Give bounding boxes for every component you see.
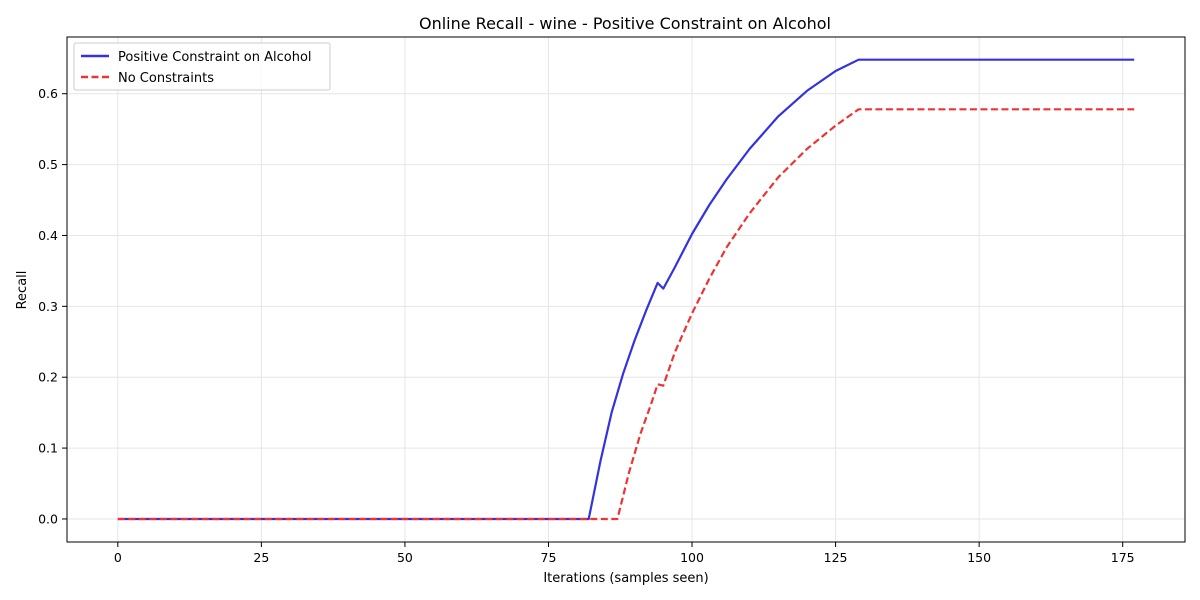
y-tick-label: 0.4 bbox=[38, 228, 58, 243]
series-lines bbox=[117, 58, 1135, 521]
y-tick-label: 0.5 bbox=[38, 157, 58, 172]
plot-frame bbox=[66, 36, 1186, 543]
x-tick-label: 150 bbox=[967, 550, 991, 565]
x-tick-label: 175 bbox=[1111, 550, 1135, 565]
x-tick-label: 0 bbox=[114, 550, 122, 565]
y-tick-label: 0.0 bbox=[38, 511, 58, 526]
x-tick-label: 75 bbox=[541, 550, 557, 565]
y-axis-label: Recall bbox=[15, 271, 30, 310]
x-tick-label: 100 bbox=[680, 550, 704, 565]
y-tick-label: 0.6 bbox=[38, 86, 58, 101]
x-axis-label: Iterations (samples seen) bbox=[543, 571, 708, 586]
x-tick-label: 125 bbox=[824, 550, 848, 565]
legend-label-no-constraints: No Constraints bbox=[118, 71, 214, 86]
chart-title: Online Recall - wine - Positive Constrai… bbox=[419, 14, 831, 33]
axis-ticks: 0 25 50 75 100 125 150 175 0.0 0.1 0.2 0.3 0.4 0.5 0.6 bbox=[38, 86, 1135, 565]
y-tick-label: 0.3 bbox=[38, 299, 58, 314]
x-tick-label: 25 bbox=[253, 550, 269, 565]
x-tick-label: 50 bbox=[397, 550, 413, 565]
legend-label-positive-constraint: Positive Constraint on Alcohol bbox=[118, 50, 312, 65]
y-tick-label: 0.2 bbox=[38, 370, 58, 385]
series-line-no-constraints bbox=[117, 108, 1135, 521]
y-tick-label: 0.1 bbox=[38, 441, 58, 456]
series-line-positive-constraint bbox=[117, 58, 1135, 521]
legend: Positive Constraint on Alcohol No Constr… bbox=[73, 42, 331, 91]
legend-box bbox=[73, 42, 331, 91]
